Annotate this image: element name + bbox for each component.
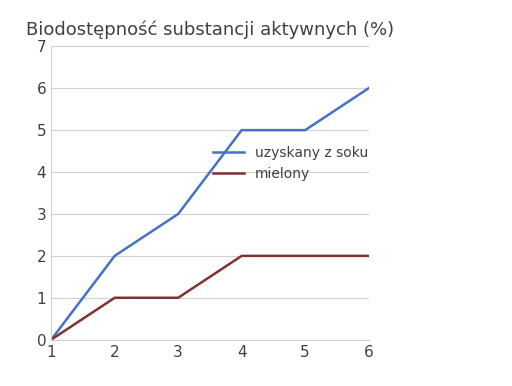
uzyskany z soku (302, 128, 308, 132)
mielony (175, 295, 181, 300)
mielony (112, 295, 118, 300)
Title: Biodostępność substancji aktywnych (%): Biodostępność substancji aktywnych (%) (26, 21, 394, 39)
mielony (48, 337, 54, 342)
uzyskany z soku (366, 86, 372, 91)
uzyskany z soku (239, 128, 245, 132)
uzyskany z soku (48, 337, 54, 342)
mielony (366, 254, 372, 258)
mielony (239, 254, 245, 258)
mielony (302, 254, 308, 258)
uzyskany z soku (175, 212, 181, 216)
Line: uzyskany z soku: uzyskany z soku (51, 88, 369, 340)
Legend: uzyskany z soku, mielony: uzyskany z soku, mielony (213, 146, 368, 181)
Line: mielony: mielony (51, 256, 369, 340)
uzyskany z soku (112, 254, 118, 258)
